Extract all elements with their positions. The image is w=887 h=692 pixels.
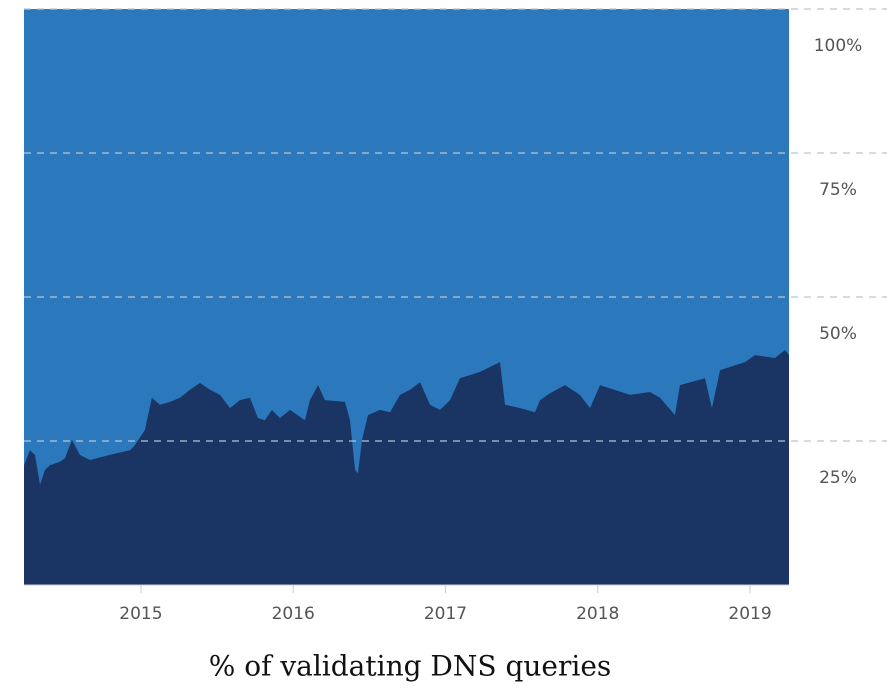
x-tick-label: 2019 [728, 604, 771, 624]
area [24, 349, 789, 585]
y-tick-label: 100% [814, 36, 863, 56]
x-tick-label: 2017 [424, 604, 467, 624]
y-tick-label: 50% [819, 324, 857, 344]
y-tick-label: 75% [819, 180, 857, 200]
y-tick-label: 25% [819, 468, 857, 488]
x-tick-label: 2016 [272, 604, 315, 624]
chart-title: % of validating DNS queries [209, 650, 612, 683]
x-tick-label: 2015 [119, 604, 162, 624]
x-tick-label: 2018 [576, 604, 619, 624]
